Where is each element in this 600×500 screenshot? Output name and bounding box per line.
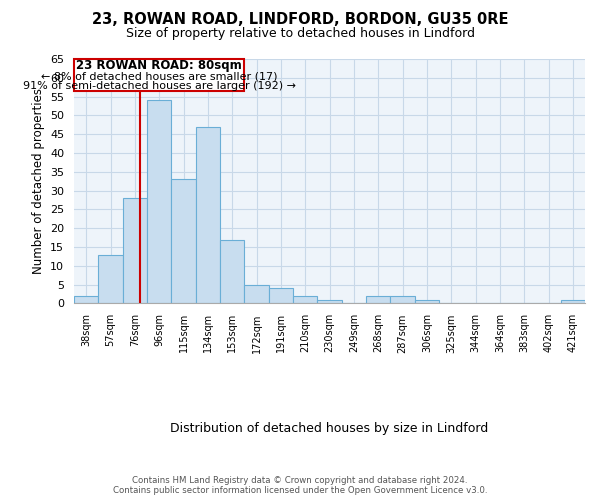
FancyBboxPatch shape: [74, 59, 244, 91]
Bar: [220, 240, 244, 304]
Bar: [147, 100, 172, 304]
Text: ← 8% of detached houses are smaller (17): ← 8% of detached houses are smaller (17): [41, 72, 277, 82]
Text: 91% of semi-detached houses are larger (192) →: 91% of semi-detached houses are larger (…: [23, 81, 296, 91]
Text: Contains HM Land Registry data © Crown copyright and database right 2024.
Contai: Contains HM Land Registry data © Crown c…: [113, 476, 487, 495]
Bar: [560, 300, 585, 304]
Bar: [317, 300, 341, 304]
Text: Size of property relative to detached houses in Lindford: Size of property relative to detached ho…: [125, 28, 475, 40]
Text: 23, ROWAN ROAD, LINDFORD, BORDON, GU35 0RE: 23, ROWAN ROAD, LINDFORD, BORDON, GU35 0…: [92, 12, 508, 28]
Bar: [269, 288, 293, 304]
Bar: [74, 296, 98, 304]
Y-axis label: Number of detached properties: Number of detached properties: [32, 88, 44, 274]
Bar: [122, 198, 147, 304]
Bar: [172, 180, 196, 304]
Bar: [196, 126, 220, 304]
Bar: [391, 296, 415, 304]
Bar: [366, 296, 391, 304]
Bar: [244, 284, 269, 304]
Bar: [293, 296, 317, 304]
Bar: [415, 300, 439, 304]
Bar: [98, 254, 122, 304]
Text: 23 ROWAN ROAD: 80sqm: 23 ROWAN ROAD: 80sqm: [76, 60, 242, 72]
X-axis label: Distribution of detached houses by size in Lindford: Distribution of detached houses by size …: [170, 422, 488, 435]
